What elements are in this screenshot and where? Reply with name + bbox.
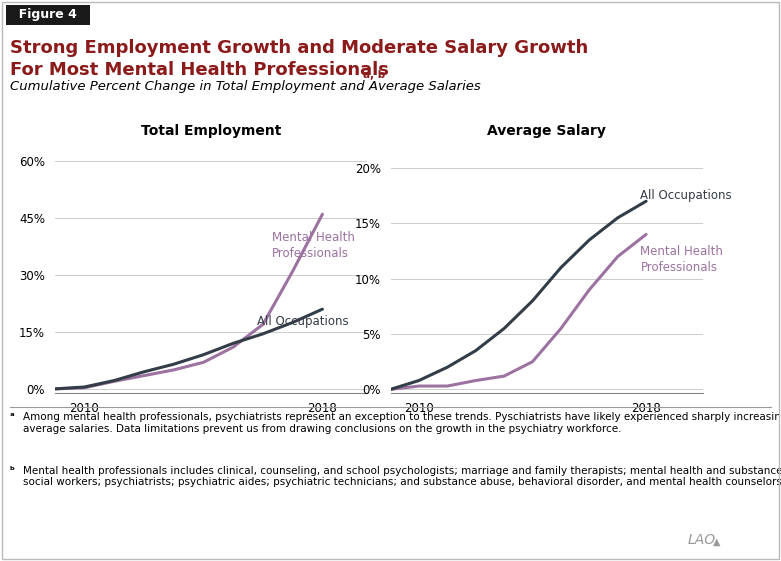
Text: All Occupations: All Occupations	[640, 189, 732, 202]
Text: Mental Health
Professionals: Mental Health Professionals	[640, 246, 723, 274]
Text: Figure 4: Figure 4	[10, 8, 86, 21]
Title: Average Salary: Average Salary	[487, 124, 606, 138]
Title: Total Employment: Total Employment	[141, 124, 281, 138]
Text: ᵇ: ᵇ	[10, 466, 19, 476]
Text: All Occupations: All Occupations	[257, 315, 348, 328]
Text: Cumulative Percent Change in Total Employment and Average Salaries: Cumulative Percent Change in Total Emplo…	[10, 80, 481, 93]
Text: a, b: a, b	[363, 70, 385, 80]
Text: LAO: LAO	[687, 533, 715, 547]
Text: ▲: ▲	[713, 537, 721, 547]
Text: Among mental health professionals, psychiatrists represent an exception to these: Among mental health professionals, psych…	[23, 412, 781, 434]
Text: Strong Employment Growth and Moderate Salary Growth
For Most Mental Health Profe: Strong Employment Growth and Moderate Sa…	[10, 39, 588, 79]
Text: ᵃ: ᵃ	[10, 412, 19, 422]
Text: Mental Health
Professionals: Mental Health Professionals	[272, 231, 355, 260]
Text: Mental health professionals includes clinical, counseling, and school psychologi: Mental health professionals includes cli…	[23, 466, 781, 488]
